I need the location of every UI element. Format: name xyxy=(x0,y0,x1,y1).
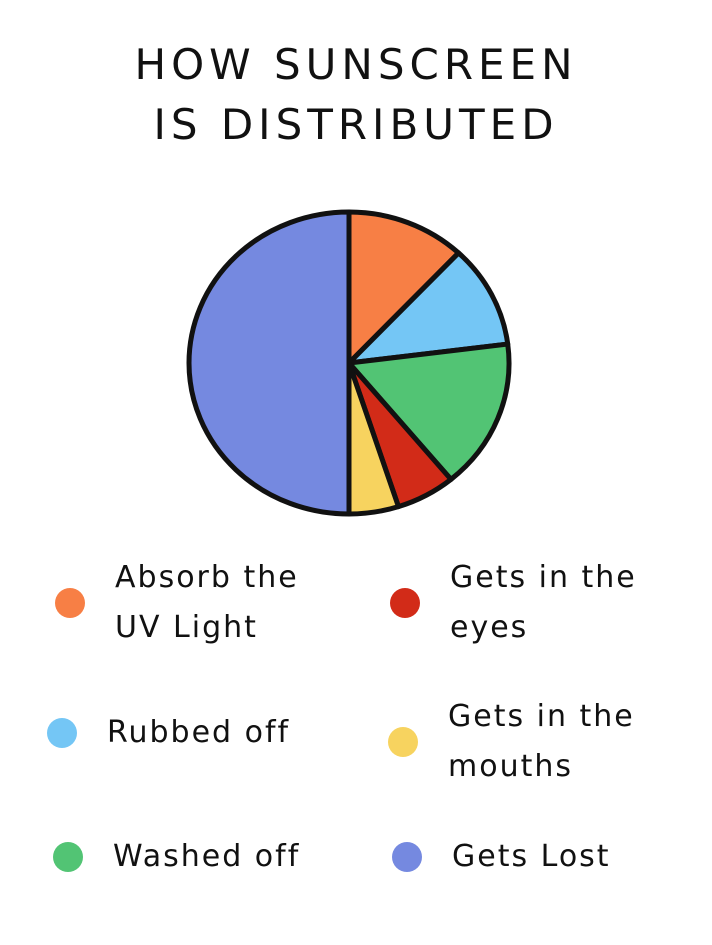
legend-item-absorb: Absorb the UV Light xyxy=(55,553,355,653)
pie-slice-gets-lost xyxy=(186,209,352,517)
legend-swatch xyxy=(55,588,85,618)
legend-item-rubbed: Rubbed off xyxy=(47,708,347,758)
legend-swatch xyxy=(388,727,418,757)
legend-item-eyes: Gets in the eyes xyxy=(390,553,690,653)
legend-label: Washed off xyxy=(113,839,301,874)
pie-slice-washed-off xyxy=(346,341,512,482)
legend-label: Gets in the mouths xyxy=(448,699,635,784)
legend-item-mouths: Gets in the mouths xyxy=(388,692,688,792)
legend-label: Rubbed off xyxy=(107,715,291,750)
chart-title-line-1: HOW SUNSCREEN xyxy=(134,40,578,89)
legend-swatch xyxy=(53,842,83,872)
legend-item-washed: Washed off xyxy=(53,832,353,882)
legend-item-lost: Gets Lost xyxy=(392,832,692,882)
pie-slice-absorb-the-uv-light xyxy=(346,209,462,366)
legend-swatch xyxy=(47,718,77,748)
chart-title-line-2: IS DISTRIBUTED xyxy=(153,100,559,149)
legend-swatch xyxy=(390,588,420,618)
pie-slice-rubbed-off xyxy=(346,250,511,366)
legend-label: Absorb the UV Light xyxy=(115,560,299,645)
legend-label: Gets in the eyes xyxy=(450,560,637,645)
legend-label: Gets Lost xyxy=(452,839,611,874)
legend-swatch xyxy=(392,842,422,872)
